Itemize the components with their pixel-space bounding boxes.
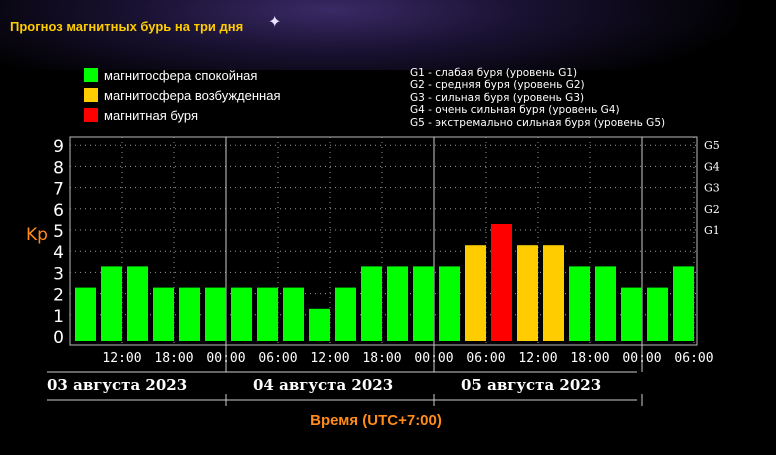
star-sparkle-icon: ✦ bbox=[268, 12, 282, 31]
y-tick-label: 8 bbox=[53, 158, 64, 178]
kp-bar bbox=[75, 287, 96, 341]
kp-bar bbox=[439, 266, 460, 341]
g-legend-line-g1: G1 - слабая буря (уровень G1) bbox=[410, 67, 578, 79]
kp-bar bbox=[465, 245, 486, 341]
y-tick-label: 2 bbox=[53, 286, 64, 306]
g-level-tick-label: G4 bbox=[704, 160, 720, 173]
x-tick-label: 12:00 bbox=[102, 351, 141, 366]
y-tick-label: 9 bbox=[53, 137, 64, 157]
g-level-tick-label: G3 bbox=[704, 182, 720, 195]
y-tick-label: 0 bbox=[53, 328, 64, 348]
date-labels-row: 03 августа 2023 04 августа 2023 05 авгус… bbox=[0, 376, 776, 398]
plot-frame bbox=[69, 136, 698, 346]
g-level-tick-label: G5 bbox=[704, 139, 720, 152]
page-title: Прогноз магнитных бурь на три дня bbox=[10, 19, 244, 34]
header-background bbox=[0, 0, 776, 70]
kp-bar bbox=[361, 266, 382, 341]
x-tick-label: 06:00 bbox=[674, 351, 713, 366]
legend-label-quiet: магнитосфера спокойная bbox=[104, 67, 258, 83]
kp-bar bbox=[673, 266, 694, 341]
kp-bar bbox=[543, 245, 564, 341]
kp-bar bbox=[101, 266, 122, 341]
legend-swatch-storm bbox=[84, 108, 98, 122]
g-legend-line-g2: G2 - средняя буря (уровень G2) bbox=[410, 79, 585, 92]
kp-bar bbox=[309, 308, 330, 341]
g-legend-line-g4: G4 - очень сильная буря (уровень G4) bbox=[410, 104, 620, 117]
kp-bar bbox=[569, 266, 590, 341]
y-tick-label: 5 bbox=[53, 222, 64, 242]
x-tick-label: 18:00 bbox=[570, 351, 609, 366]
legend-item-quiet: магнитосфера спокойная bbox=[84, 65, 281, 85]
g-legend-line-g3: G3 - сильная буря (уровень G3) bbox=[410, 91, 585, 104]
date-label-day3: 05 августа 2023 bbox=[461, 376, 602, 394]
y-tick-label: 7 bbox=[53, 180, 64, 200]
legend-item-storm: магнитная буря bbox=[84, 105, 281, 125]
legend-swatch-active bbox=[84, 88, 98, 102]
kp-bar bbox=[231, 287, 252, 341]
kp-bar bbox=[647, 287, 668, 341]
kp-bar bbox=[517, 245, 538, 341]
y-tick-label: 4 bbox=[53, 243, 64, 263]
kp-bar bbox=[153, 287, 174, 341]
kp-bar bbox=[621, 287, 642, 341]
legend-item-active: магнитосфера возбужденная bbox=[84, 85, 281, 105]
kp-bar bbox=[179, 287, 200, 341]
x-tick-label: 12:00 bbox=[310, 351, 349, 366]
kp-legend: магнитосфера спокойная магнитосфера возб… bbox=[84, 65, 281, 125]
g-scale-legend: G1 - слабая буря (уровень G1) G2 - средн… bbox=[410, 67, 665, 129]
x-tick-label: 06:00 bbox=[466, 351, 505, 366]
y-tick-label: 3 bbox=[53, 264, 64, 284]
kp-bar bbox=[127, 266, 148, 341]
legend-label-storm: магнитная буря bbox=[104, 107, 199, 123]
kp-bar bbox=[387, 266, 408, 341]
y-tick-label: 1 bbox=[53, 307, 64, 327]
kp-bar bbox=[335, 287, 356, 341]
g-level-tick-label: G2 bbox=[704, 203, 720, 216]
y-axis-label: Kp bbox=[26, 225, 48, 245]
legend-label-active: магнитосфера возбужденная bbox=[104, 87, 281, 103]
kp-bar bbox=[595, 266, 616, 341]
g-level-tick-label: G1 bbox=[704, 224, 720, 237]
g-legend-line-g5: G5 - экстремально сильная буря (уровень … bbox=[410, 116, 666, 129]
legend-swatch-quiet bbox=[84, 68, 98, 82]
kp-bar bbox=[283, 287, 304, 341]
kp-bar bbox=[413, 266, 434, 341]
date-label-day2: 04 августа 2023 bbox=[253, 376, 394, 394]
kp-bar bbox=[491, 224, 512, 341]
kp-bar bbox=[257, 287, 278, 341]
x-tick-label: 18:00 bbox=[154, 351, 193, 366]
x-tick-label: 12:00 bbox=[518, 351, 557, 366]
date-label-day1: 03 августа 2023 bbox=[47, 376, 188, 394]
y-tick-label: 6 bbox=[53, 201, 64, 221]
time-axis-label: Время (UTC+7:00) bbox=[310, 412, 442, 429]
x-tick-label: 18:00 bbox=[362, 351, 401, 366]
kp-bar bbox=[205, 287, 226, 341]
x-tick-label: 06:00 bbox=[258, 351, 297, 366]
